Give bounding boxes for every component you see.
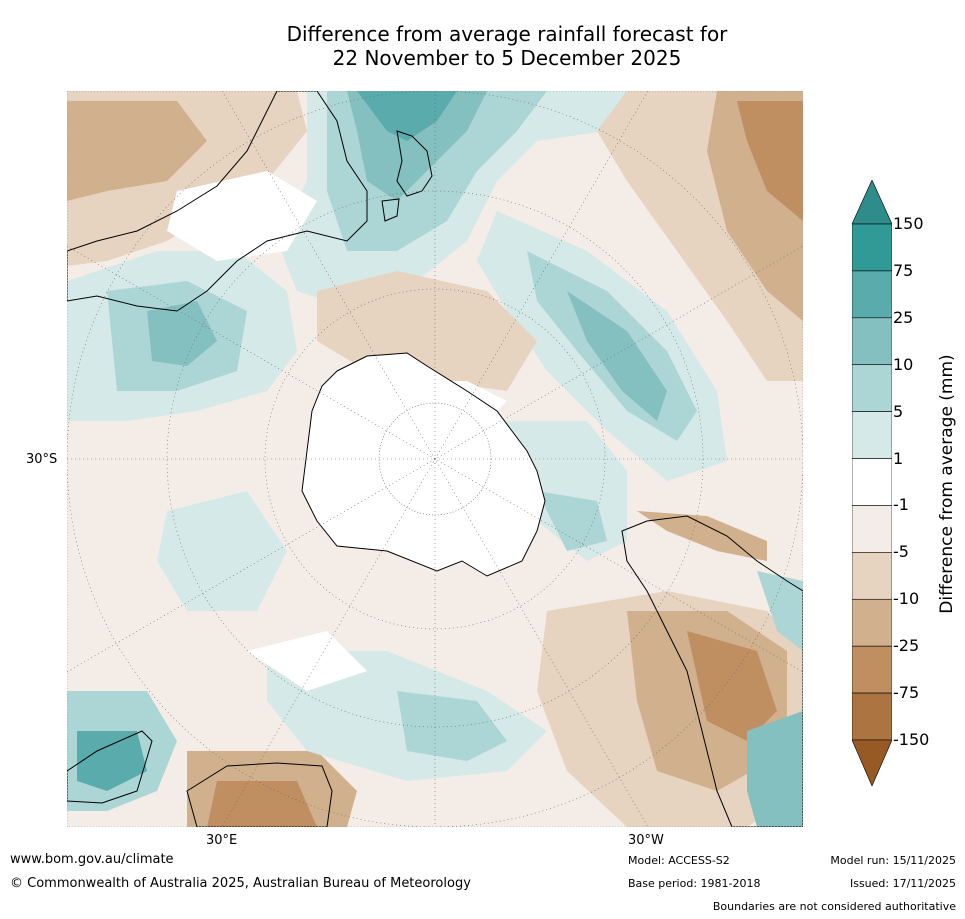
footer-issued: Issued: 17/11/2025: [849, 877, 956, 890]
colorbar-swatch: [852, 458, 892, 506]
colorbar-swatch: [852, 223, 892, 272]
anomaly-region-wet: [757, 571, 803, 651]
colorbar-swatch: [852, 411, 892, 459]
colorbar-tick-label: 5: [893, 401, 904, 421]
anomaly-region-dry: [67, 101, 207, 201]
colorbar-swatch: [852, 598, 892, 647]
colorbar-tick-label: -10: [893, 589, 920, 609]
colorbar-swatch: [852, 552, 892, 600]
footer-model-run: Model run: 15/11/2025: [830, 854, 956, 867]
anomaly-region-wet: [747, 711, 803, 827]
colorbar-arrow-top: [852, 180, 892, 225]
colorbar-tick-label: 75: [893, 260, 914, 280]
colorbar-swatches: [852, 180, 892, 786]
anomaly-region-dry: [207, 781, 317, 827]
africa-landmass: [186, 762, 333, 827]
anomaly-region-dry: [637, 511, 767, 561]
latitude-label-30s: 30°S: [26, 452, 58, 467]
south-america-landmass: [621, 515, 803, 827]
colorbar-swatch: [852, 364, 892, 412]
footer-base-period: Base period: 1981-2018: [628, 877, 761, 890]
footer-model: Model: ACCESS-S2: [628, 854, 730, 867]
colorbar-swatch: [852, 692, 892, 741]
colorbar-swatch: [852, 317, 892, 366]
colorbar-tick-label: -1: [893, 495, 909, 515]
anomaly-region-wet: [537, 491, 607, 551]
new-zealand-landmass: [396, 130, 433, 197]
colorbar-swatch: [852, 270, 892, 319]
colorbar: [852, 180, 892, 786]
australia-landmass: [67, 91, 368, 312]
rainfall-map: [67, 91, 803, 827]
anomaly-region-wet: [397, 691, 507, 761]
graticule: [67, 91, 803, 827]
colorbar-tick-label: -75: [893, 683, 920, 703]
anomaly-region-wet: [147, 301, 217, 366]
anomaly-region-wet: [157, 491, 287, 611]
colorbar-swatch: [852, 645, 892, 694]
colorbar-title: Difference from average (mm): [937, 354, 957, 614]
colorbar-tick-label: 10: [893, 354, 914, 374]
footer-website[interactable]: www.bom.gov.au/climate: [10, 852, 174, 867]
neutral-region: [247, 631, 367, 691]
colorbar-tick-label: -25: [893, 636, 920, 656]
colorbar-tick-label: 1: [893, 448, 904, 468]
anomaly-region-wet: [567, 291, 667, 421]
footer-disclaimer: Boundaries are not considered authoritat…: [712, 900, 956, 913]
colorbar-arrow-bottom: [852, 739, 892, 786]
anomaly-region-wet: [357, 91, 457, 141]
anomaly-region-dry: [687, 631, 777, 741]
longitude-label-30e: 30°E: [206, 833, 238, 848]
colorbar-tick-label: -5: [893, 542, 909, 562]
colorbar-tick-label: 25: [893, 307, 914, 327]
madagascar-landmass: [67, 730, 153, 804]
longitude-label-30w: 30°W: [628, 833, 664, 848]
anomaly-region-wet: [77, 731, 147, 791]
title-line-2: 22 November to 5 December 2025: [332, 46, 682, 70]
colorbar-tick-label: -150: [893, 730, 930, 749]
title-line-1: Difference from average rainfall forecas…: [286, 22, 728, 46]
new-zealand-landmass: [381, 198, 400, 222]
colorbar-tick-label: 150: [893, 214, 924, 233]
anomaly-region-dry: [737, 101, 803, 221]
map-title: Difference from average rainfall forecas…: [67, 22, 947, 70]
footer-copyright: © Commonwealth of Australia 2025, Austra…: [10, 876, 471, 891]
colorbar-swatch: [852, 505, 892, 553]
